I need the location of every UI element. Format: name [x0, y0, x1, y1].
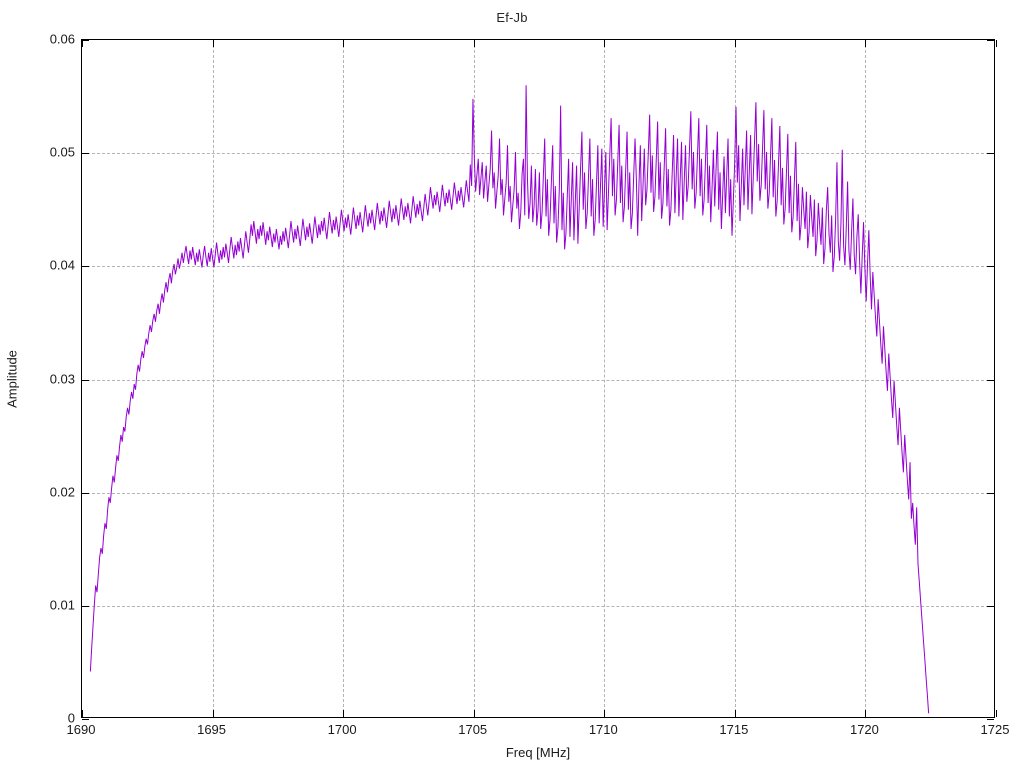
y-tick-mark	[82, 605, 89, 607]
x-tick-mark	[734, 710, 736, 717]
plot-area	[81, 39, 997, 720]
gridline-horizontal	[82, 605, 994, 607]
y-tick-mark	[82, 40, 89, 41]
x-tick-label: 1700	[327, 722, 357, 737]
spectrum-trace	[89, 85, 930, 714]
gridline-horizontal	[82, 492, 994, 494]
x-tick-label: 1710	[588, 722, 618, 737]
y-axis-tick-labels: 0 0.01 0.02 0.03 0.04 0.05 0.06	[0, 32, 1024, 726]
x-tick-mark	[604, 40, 606, 47]
x-tick-mark	[865, 40, 867, 47]
x-tick-label: 1725	[980, 722, 1010, 737]
y-tick-mark	[82, 379, 89, 381]
y-tick-mark	[987, 40, 994, 41]
gridline-horizontal	[82, 153, 994, 155]
gridline-vertical	[343, 40, 345, 717]
y-tick-label: 0.01	[49, 597, 75, 613]
x-tick-mark	[212, 710, 214, 717]
y-tick-mark	[82, 719, 89, 720]
x-tick-mark	[82, 710, 83, 717]
gridline-vertical	[604, 40, 606, 717]
y-tick-mark	[82, 492, 89, 494]
y-tick-mark	[987, 605, 994, 607]
x-tick-mark	[734, 40, 736, 47]
x-axis-label: Freq [MHz]	[505, 745, 571, 760]
gridline-vertical	[473, 40, 475, 717]
gridline-vertical	[865, 40, 867, 717]
x-axis-tick-labels: 1690 1695 1700 1705 1710 1715 1720 1725	[67, 722, 1010, 744]
x-tick-mark	[212, 40, 214, 47]
gridline-horizontal	[82, 379, 994, 381]
x-tick-mark	[473, 710, 475, 717]
y-tick-mark	[82, 266, 89, 268]
y-tick-mark	[987, 719, 994, 720]
y-tick-label: 0	[67, 710, 75, 726]
x-tick-label: 1705	[458, 722, 488, 737]
y-tick-label: 0.06	[49, 31, 75, 47]
y-tick-label: 0.04	[49, 257, 75, 273]
x-tick-label: 1720	[849, 722, 879, 737]
y-tick-mark	[987, 379, 994, 381]
gridline-vertical	[212, 40, 214, 717]
x-tick-label: 1690	[66, 722, 96, 737]
x-tick-mark	[996, 40, 997, 47]
gridline-vertical	[734, 40, 736, 717]
x-tick-mark	[343, 40, 345, 47]
y-tick-mark	[82, 153, 89, 155]
chart-title: Ef-Jb	[496, 10, 528, 25]
x-tick-mark	[343, 710, 345, 717]
x-tick-mark	[996, 710, 997, 717]
x-tick-label: 1715	[719, 722, 749, 737]
trace-line	[89, 85, 930, 714]
y-tick-mark	[987, 266, 994, 268]
x-tick-mark	[473, 40, 475, 47]
y-tick-mark	[987, 153, 994, 155]
gridline-horizontal	[82, 266, 994, 268]
y-axis-label: Amplitude	[4, 350, 20, 408]
y-tick-label: 0.02	[49, 484, 75, 500]
x-tick-mark	[604, 710, 606, 717]
y-tick-label: 0.05	[49, 144, 75, 160]
x-tick-label: 1695	[197, 722, 227, 737]
y-tick-label: 0.03	[49, 371, 75, 386]
y-tick-mark	[987, 492, 994, 494]
x-tick-mark	[82, 40, 83, 47]
x-tick-mark	[865, 710, 867, 717]
